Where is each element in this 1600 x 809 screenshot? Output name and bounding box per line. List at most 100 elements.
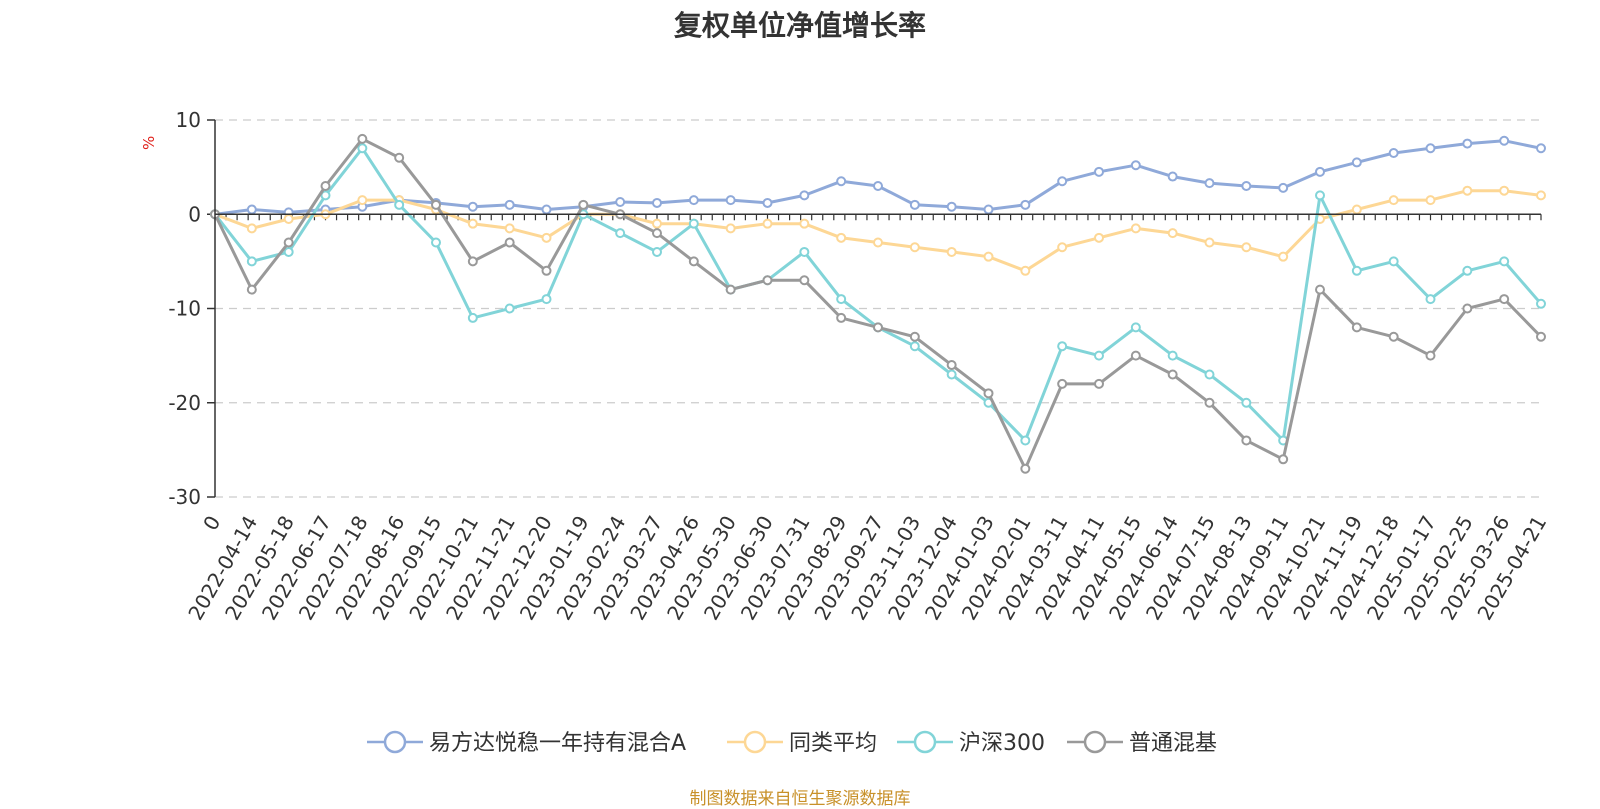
y-tick-label: -30 [168, 485, 201, 509]
data-point [1204, 178, 1215, 189]
grid-lines [215, 119, 1541, 498]
data-point [1462, 138, 1473, 149]
data-point [1167, 350, 1178, 361]
legend-item[interactable]: 沪深300 [897, 730, 1045, 756]
data-point [1499, 256, 1510, 267]
data-point [541, 265, 552, 276]
data-point [504, 303, 515, 314]
legend-marker-icon [913, 730, 937, 754]
data-point [909, 341, 920, 352]
data-point [1351, 265, 1362, 276]
data-point [615, 196, 626, 207]
legend-label: 普通混基 [1129, 731, 1217, 756]
data-point [246, 204, 257, 215]
data-point [909, 331, 920, 342]
data-point [1167, 369, 1178, 380]
data-point [1130, 160, 1141, 171]
y-axis-ticks: 10 0 -10 -20 -30 [168, 108, 215, 509]
x-tick-label: 0 [198, 512, 225, 535]
data-point [1351, 322, 1362, 333]
legend-label: 沪深300 [959, 731, 1045, 756]
legend-item[interactable]: 易方达悦稳一年持有混合A [367, 730, 686, 756]
data-point [1278, 182, 1289, 193]
data-point [873, 322, 883, 333]
series-line [213, 146, 1543, 442]
data-point [1241, 435, 1252, 446]
data-point [1167, 228, 1178, 239]
data-point [1499, 185, 1510, 196]
data-point [836, 176, 847, 187]
data-point [1130, 223, 1141, 234]
data-point [1462, 303, 1473, 314]
data-point [357, 133, 368, 144]
data-point [1388, 256, 1399, 267]
data-point [1278, 454, 1289, 465]
data-point [799, 190, 810, 201]
data-point [1094, 350, 1104, 361]
axes [214, 120, 1541, 497]
data-point [1462, 265, 1473, 276]
series-line [214, 189, 1542, 273]
data-point [1388, 331, 1399, 342]
data-point [1425, 350, 1436, 361]
data-point [615, 228, 626, 239]
y-tick-label: -20 [168, 391, 201, 415]
data-point [1204, 369, 1215, 380]
y-tick-label: -10 [168, 297, 201, 321]
data-point [283, 213, 294, 224]
legend-label: 易方达悦稳一年持有混合A [429, 731, 686, 756]
data-point [762, 275, 773, 286]
legend-marker-icon [1083, 730, 1107, 754]
data-point [1167, 171, 1178, 182]
y-tick-label: 10 [176, 108, 201, 132]
data-point [725, 284, 736, 295]
data-point [873, 180, 883, 191]
data-point [836, 312, 847, 323]
data-point [467, 218, 478, 229]
data-point [431, 237, 441, 248]
data-point [946, 360, 957, 371]
data-point [320, 190, 331, 201]
data-point [1057, 176, 1068, 187]
data-point [725, 195, 736, 206]
data-point [762, 218, 773, 229]
data-point [836, 294, 847, 305]
data-point [357, 143, 368, 154]
data-point [1241, 242, 1252, 253]
data-point [1388, 195, 1399, 206]
data-point [1057, 341, 1068, 352]
data-point [688, 218, 699, 229]
data-point [541, 204, 552, 215]
data-point [946, 369, 957, 380]
data-point [983, 204, 994, 215]
data-point [652, 228, 662, 239]
data-point [1388, 147, 1399, 158]
data-point [1094, 166, 1104, 177]
data-point [1278, 251, 1289, 262]
data-point [946, 201, 957, 212]
data-point [246, 256, 257, 267]
legend-item[interactable]: 同类平均 [727, 730, 877, 756]
data-point [541, 294, 552, 305]
data-point [652, 246, 662, 257]
data-point [1315, 284, 1325, 295]
data-point [836, 232, 847, 243]
data-point [688, 195, 699, 206]
data-point [652, 218, 662, 229]
data-point [578, 199, 589, 210]
data-point [1351, 204, 1362, 215]
data-point [1536, 143, 1546, 154]
data-point [1020, 199, 1031, 210]
data-point [1536, 190, 1546, 201]
data-point [320, 180, 331, 191]
data-point [946, 246, 957, 257]
data-point [762, 197, 773, 208]
data-point [983, 388, 994, 399]
data-point [1462, 185, 1473, 196]
data-point [504, 199, 515, 210]
data-point [394, 152, 405, 163]
legend[interactable]: 易方达悦稳一年持有混合A 同类平均 沪深300 普通混基 [367, 730, 1217, 756]
data-point [1020, 265, 1031, 276]
legend-item[interactable]: 普通混基 [1067, 730, 1217, 756]
